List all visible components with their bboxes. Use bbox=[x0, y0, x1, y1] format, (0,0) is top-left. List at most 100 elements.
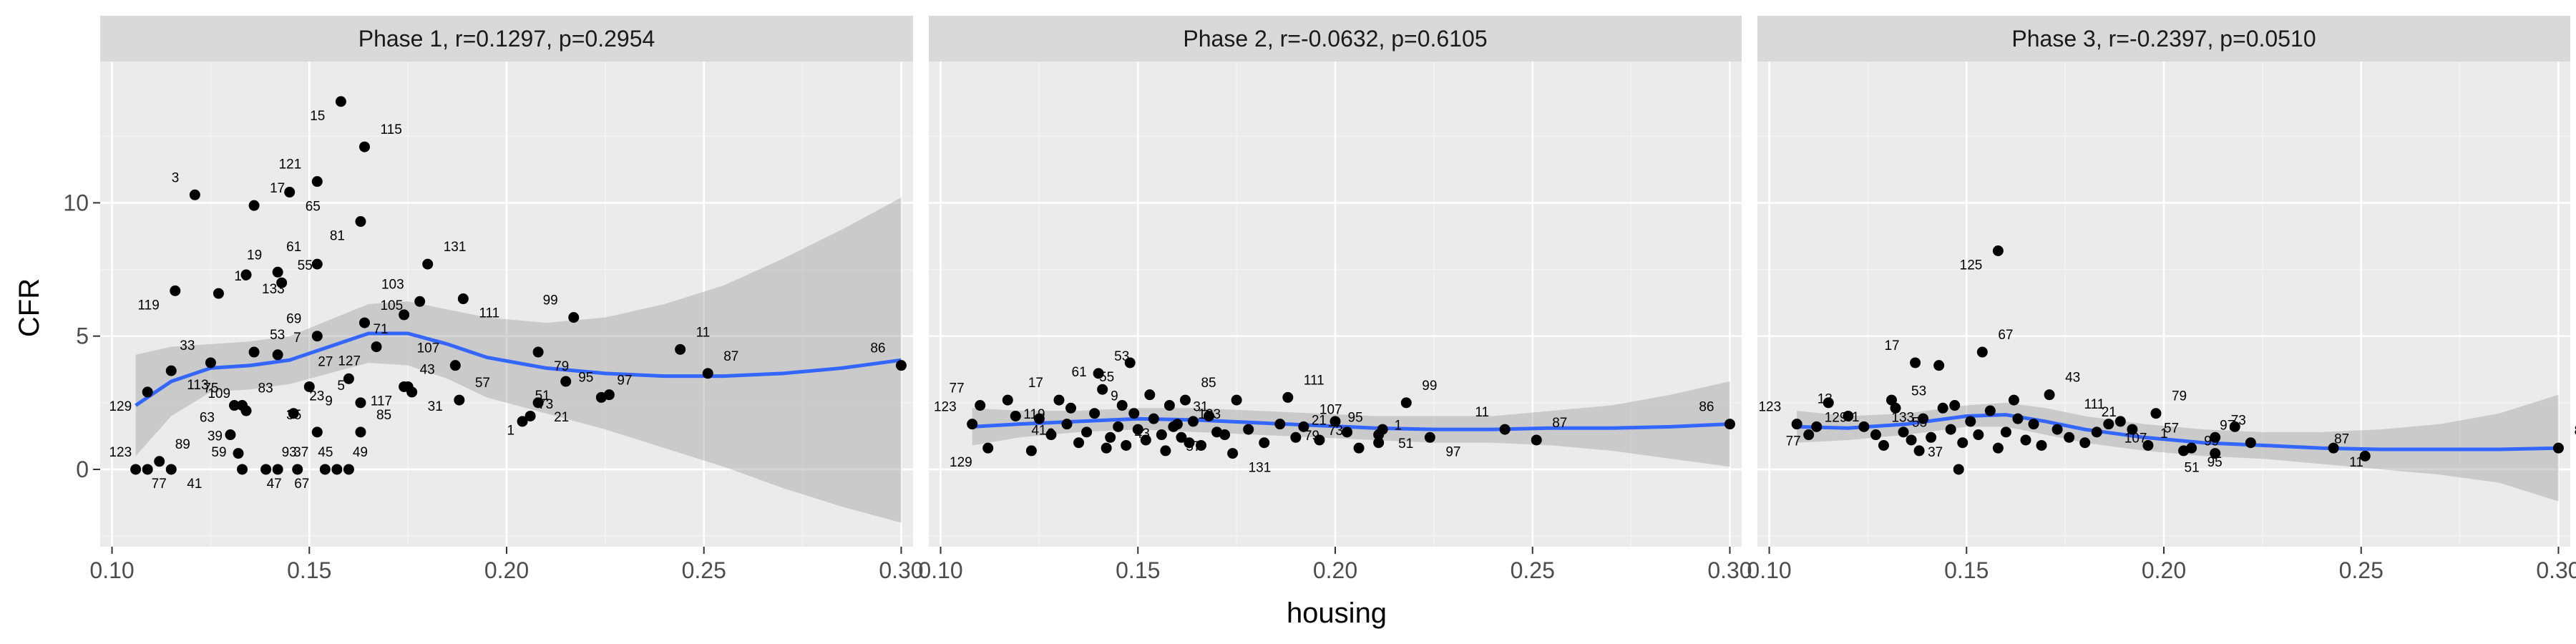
data-point bbox=[1163, 400, 1175, 411]
y-tick-label: 10 bbox=[63, 190, 89, 215]
data-point bbox=[1025, 445, 1037, 457]
point-label: 71 bbox=[373, 322, 388, 337]
data-point bbox=[1957, 437, 1968, 449]
point-label: 107 bbox=[1319, 402, 1342, 417]
point-label: 9 bbox=[325, 394, 333, 409]
point-label: 37 bbox=[1928, 445, 1943, 460]
data-point bbox=[1973, 429, 1984, 441]
point-label: 53 bbox=[270, 328, 285, 343]
data-point bbox=[225, 429, 236, 441]
data-point bbox=[1065, 402, 1077, 414]
point-label: 107 bbox=[417, 341, 440, 356]
point-label: 123 bbox=[109, 445, 132, 460]
point-label: 67 bbox=[294, 477, 309, 492]
point-label: 69 bbox=[286, 312, 301, 327]
data-point bbox=[343, 373, 354, 384]
point-label: 21 bbox=[2102, 405, 2117, 420]
point-label: 86 bbox=[2574, 424, 2576, 439]
data-point bbox=[272, 349, 283, 361]
point-label: 93 bbox=[282, 445, 297, 460]
point-label: 131 bbox=[1249, 461, 1272, 476]
data-point bbox=[1124, 357, 1136, 369]
data-point bbox=[1219, 429, 1231, 441]
point-label: 111 bbox=[479, 306, 499, 321]
point-label: 5 bbox=[337, 379, 345, 394]
data-point bbox=[1116, 400, 1128, 411]
point-label: 19 bbox=[247, 248, 262, 263]
data-point bbox=[1531, 434, 1542, 446]
data-point bbox=[457, 293, 469, 305]
data-point bbox=[1097, 384, 1108, 395]
point-label: 15 bbox=[310, 109, 325, 124]
data-point bbox=[272, 464, 283, 475]
point-label: 43 bbox=[420, 362, 435, 377]
data-point bbox=[454, 394, 465, 406]
data-point bbox=[560, 376, 572, 387]
point-label: 117 bbox=[371, 394, 392, 409]
data-point bbox=[228, 400, 240, 411]
facet-strip bbox=[1757, 16, 2570, 62]
point-label: 121 bbox=[279, 157, 302, 172]
data-point bbox=[675, 343, 686, 355]
point-label: 67 bbox=[1998, 328, 2013, 343]
data-point bbox=[1282, 391, 1294, 403]
point-label: 77 bbox=[950, 381, 965, 396]
data-point bbox=[1898, 426, 1909, 438]
data-point bbox=[1259, 437, 1270, 449]
point-label: 95 bbox=[2207, 455, 2223, 470]
point-label: 57 bbox=[2164, 421, 2179, 436]
point-label: 11 bbox=[2349, 455, 2363, 470]
point-label: 51 bbox=[1398, 436, 1413, 452]
data-point bbox=[311, 331, 323, 342]
point-label: 39 bbox=[208, 429, 223, 444]
data-point bbox=[355, 397, 366, 409]
data-point bbox=[1010, 410, 1021, 421]
data-point bbox=[2245, 437, 2256, 449]
data-point bbox=[311, 426, 323, 438]
point-label: 129 bbox=[1825, 411, 1848, 426]
point-label: 86 bbox=[1699, 400, 1714, 415]
data-point bbox=[1918, 413, 1929, 424]
data-point bbox=[260, 464, 272, 475]
data-point bbox=[2028, 419, 2039, 430]
data-point bbox=[1926, 431, 1937, 443]
point-label: 35 bbox=[286, 408, 301, 423]
data-point bbox=[1093, 368, 1104, 379]
data-point bbox=[1204, 410, 1215, 421]
data-point bbox=[1424, 431, 1435, 443]
data-point bbox=[1910, 357, 1921, 369]
data-point bbox=[2150, 408, 2162, 419]
data-point bbox=[1803, 429, 1815, 441]
data-point bbox=[2000, 426, 2011, 438]
data-point bbox=[248, 200, 260, 211]
data-point bbox=[311, 258, 323, 270]
data-point bbox=[1128, 408, 1140, 419]
point-label: 87 bbox=[2334, 431, 2349, 447]
x-tick-label: 0.15 bbox=[1116, 557, 1160, 583]
point-label: 1 bbox=[2160, 426, 2168, 441]
smooth-fit-line bbox=[972, 416, 1730, 431]
point-label: 129 bbox=[109, 399, 132, 414]
x-tick-label: 0.30 bbox=[2536, 557, 2576, 583]
y-tick-label: 5 bbox=[76, 323, 89, 349]
data-point bbox=[1298, 421, 1309, 432]
point-label: 85 bbox=[376, 408, 391, 423]
facet-strip-title: Phase 3, r=-0.2397, p=0.0510 bbox=[2011, 26, 2316, 52]
point-label: 97 bbox=[2220, 419, 2235, 434]
point-label: 111 bbox=[2084, 397, 2104, 412]
facet-strip-title: Phase 2, r=-0.0632, p=0.6105 bbox=[1183, 26, 1487, 52]
point-label: 51 bbox=[2185, 461, 2200, 476]
data-point bbox=[165, 464, 177, 475]
data-point bbox=[205, 357, 216, 369]
data-point bbox=[1823, 397, 1834, 409]
data-point bbox=[343, 464, 354, 475]
point-label: 27 bbox=[318, 354, 333, 369]
point-label: 73 bbox=[1328, 424, 1343, 439]
data-point bbox=[1937, 402, 1948, 414]
x-tick-label: 0.20 bbox=[1313, 557, 1357, 583]
data-point bbox=[399, 309, 410, 321]
confidence-band bbox=[1797, 394, 2559, 502]
data-point bbox=[2051, 424, 2063, 435]
x-tick-label: 0.25 bbox=[1511, 557, 1555, 583]
x-tick-label: 0.30 bbox=[879, 557, 923, 583]
